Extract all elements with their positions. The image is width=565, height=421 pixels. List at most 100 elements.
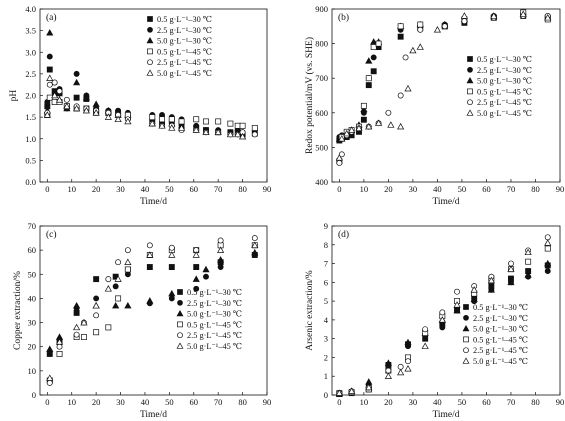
y-tick-label: 0 xyxy=(32,390,36,400)
data-point xyxy=(203,118,209,125)
data-point xyxy=(402,54,409,61)
chart-panel-a: 0 10 20 30 40 50 60 70 80 90 0.0 0.5 1.0 1.5 2.0 2.5 3.0… xyxy=(9,4,271,207)
y-tick-label: 9 xyxy=(324,221,328,231)
data-point xyxy=(348,126,356,133)
data-point xyxy=(544,259,552,267)
y-tick-label: 400 xyxy=(315,177,328,187)
y-tick-label: 5 xyxy=(324,296,328,306)
data-point xyxy=(404,338,412,346)
y-tick-label: 10 xyxy=(28,366,37,376)
data-point xyxy=(507,265,515,272)
legend-marker xyxy=(146,37,154,44)
data-point xyxy=(193,264,200,270)
x-tick-label: 90 xyxy=(263,184,272,194)
data-point xyxy=(217,256,225,263)
data-point xyxy=(149,114,156,121)
data-point xyxy=(217,264,224,270)
data-point xyxy=(234,122,241,129)
data-point xyxy=(217,237,224,244)
series-6 xyxy=(335,10,552,161)
x-tick-label: 0 xyxy=(45,184,49,194)
x-axis-label: Time/d xyxy=(140,197,167,207)
legend-marker xyxy=(463,336,469,343)
x-tick-label: 10 xyxy=(67,397,76,407)
y-tick-label: 600 xyxy=(315,108,328,118)
data-point xyxy=(193,116,200,123)
data-point xyxy=(73,70,80,77)
x-tick-label: 50 xyxy=(165,184,174,194)
data-point xyxy=(335,389,343,396)
legend-label: 0.5 g·L⁻¹–30 ℃ xyxy=(473,303,528,312)
x-tick-label: 70 xyxy=(214,184,223,194)
data-point xyxy=(490,12,498,19)
x-tick-label: 70 xyxy=(507,397,516,407)
data-point xyxy=(73,323,81,331)
data-point xyxy=(104,113,112,120)
data-point xyxy=(454,288,460,295)
chart-panel-b: 0 10 20 30 40 50 60 70 80 90 400 500 600 700 800 900 Tim… xyxy=(304,4,564,207)
x-tick-label: 20 xyxy=(92,184,101,194)
data-point xyxy=(43,111,51,118)
panel-label: (d) xyxy=(338,229,349,240)
legend-label: 5.0 g·L⁻¹–30 ℃ xyxy=(473,325,528,334)
legend-label: 2.5 g·L⁻¹–45 ℃ xyxy=(477,98,532,107)
data-point xyxy=(409,46,417,54)
data-point xyxy=(168,124,176,131)
data-point xyxy=(405,358,411,365)
data-point xyxy=(124,258,132,265)
data-point xyxy=(124,266,131,273)
legend-marker xyxy=(177,321,183,328)
x-tick-label: 90 xyxy=(263,397,272,407)
data-point xyxy=(158,122,166,129)
y-tick-label: 800 xyxy=(315,39,328,49)
data-point xyxy=(63,96,70,103)
data-point xyxy=(453,301,461,308)
x-tick-label: 60 xyxy=(482,184,491,194)
data-point xyxy=(360,116,367,123)
panel-label: (c) xyxy=(46,229,57,240)
x-tick-label: 70 xyxy=(507,184,516,194)
legend-label: 2.5 g·L⁻¹–45 ℃ xyxy=(473,346,528,355)
data-point xyxy=(384,372,392,379)
legend: 0.5 g·L⁻¹–30 ℃ 2.5 g·L⁻¹–30 ℃ 5.0 g·L⁻¹–30… xyxy=(146,15,212,78)
data-point xyxy=(177,124,186,131)
legend-marker xyxy=(176,342,184,349)
plot-frame xyxy=(331,8,561,183)
data-point xyxy=(105,276,112,283)
y-axis-label: Redox potential/mV (vs. SHE) xyxy=(304,37,315,154)
data-point xyxy=(348,387,356,394)
data-point xyxy=(168,251,176,258)
data-point xyxy=(508,260,514,267)
data-point xyxy=(46,374,54,381)
data-point xyxy=(370,44,377,51)
legend-marker xyxy=(177,332,183,339)
legend-marker xyxy=(177,289,183,295)
x-tick-label: 40 xyxy=(433,184,442,194)
x-tick-label: 40 xyxy=(433,397,442,407)
legend-marker xyxy=(463,304,469,310)
data-point xyxy=(335,154,343,161)
y-tick-label: 0 xyxy=(324,390,328,400)
data-point xyxy=(56,343,63,350)
data-point xyxy=(146,242,153,249)
y-tick-label: 1 xyxy=(324,371,328,381)
x-tick-label: 30 xyxy=(409,397,418,407)
legend-label: 0.5 g·L⁻¹–45 ℃ xyxy=(473,335,528,344)
legend-marker xyxy=(467,99,473,106)
data-point xyxy=(124,117,132,125)
data-point xyxy=(146,297,154,304)
x-tick-label: 10 xyxy=(360,397,369,407)
x-tick-label: 20 xyxy=(384,397,393,407)
y-tick-label: 50 xyxy=(28,269,37,279)
panel-label: (b) xyxy=(338,12,349,23)
chart-panel-d: 0 10 20 30 40 50 60 70 80 90 0 1 2 3 4 5 6 7 8 9 Time/d Arsen… xyxy=(305,221,564,420)
data-point xyxy=(168,295,175,302)
data-point xyxy=(168,264,175,270)
data-point xyxy=(365,383,373,391)
data-point xyxy=(365,122,373,130)
x-tick-label: 40 xyxy=(141,397,150,407)
data-point xyxy=(112,283,119,290)
data-point xyxy=(404,84,412,92)
data-point xyxy=(487,276,495,284)
